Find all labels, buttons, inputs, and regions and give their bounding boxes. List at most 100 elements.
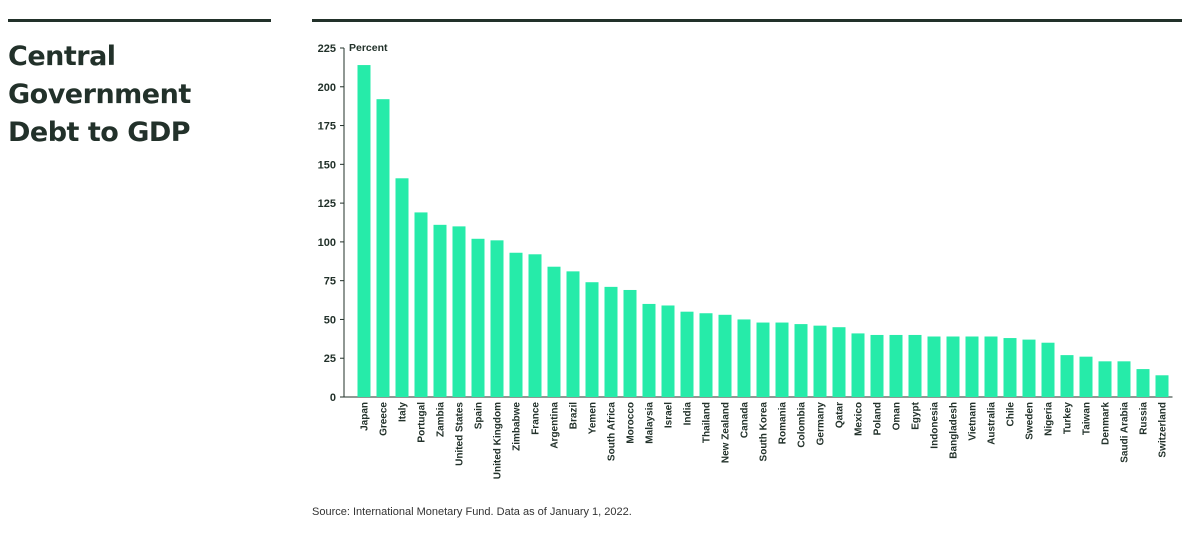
bar xyxy=(471,238,485,397)
bar xyxy=(490,240,504,397)
y-tick-label: 50 xyxy=(324,314,336,326)
bar xyxy=(1022,339,1036,397)
y-tick-label: 75 xyxy=(324,276,336,288)
y-tick-label: 0 xyxy=(330,392,336,404)
x-tick-label: Russia xyxy=(1139,402,1150,435)
bar xyxy=(813,325,827,397)
x-tick-label: Argentina xyxy=(550,402,561,449)
x-tick-label: Vietnam xyxy=(968,402,979,441)
bar xyxy=(376,99,390,397)
bar xyxy=(1098,361,1112,397)
bar xyxy=(718,314,732,397)
x-tick-label: Sweden xyxy=(1025,402,1036,440)
bar xyxy=(661,305,675,397)
bar xyxy=(965,336,979,397)
x-tick-label: Australia xyxy=(987,402,998,445)
x-tick-label: Brazil xyxy=(569,402,580,429)
x-tick-label: Israel xyxy=(664,402,675,428)
bar xyxy=(794,324,808,397)
x-tick-label: Thailand xyxy=(702,402,713,443)
y-tick-label: 200 xyxy=(318,82,336,94)
x-tick-label: United States xyxy=(455,402,466,466)
bar xyxy=(851,333,865,397)
x-tick-label: Turkey xyxy=(1063,402,1074,434)
y-tick-label: 175 xyxy=(318,121,336,133)
x-tick-label: Greece xyxy=(379,402,390,436)
bar xyxy=(528,254,542,397)
bar xyxy=(642,303,656,397)
x-tick-label: Malaysia xyxy=(645,402,656,444)
x-tick-label: Zambia xyxy=(436,402,447,437)
y-tick-label: 100 xyxy=(318,237,336,249)
bar xyxy=(1136,369,1150,397)
x-tick-label: Poland xyxy=(873,402,884,435)
bar xyxy=(832,327,846,397)
x-tick-label: Switzerland xyxy=(1158,402,1169,458)
source-note: Source: International Monetary Fund. Dat… xyxy=(312,506,632,518)
bar-chart: 0 25 50 75 100 125 150 175 200 225 Percent Japan Gre… xyxy=(318,42,1173,479)
x-tick-label: Zimbabwe xyxy=(512,402,523,451)
x-tick-label: Chile xyxy=(1006,402,1017,427)
left-rule xyxy=(8,19,271,22)
x-tick-label: France xyxy=(531,402,542,435)
x-tick-label: Colombia xyxy=(797,402,808,448)
bar xyxy=(927,336,941,397)
x-tick-label: Qatar xyxy=(835,402,846,428)
bar xyxy=(737,319,751,397)
x-tick-label: Nigeria xyxy=(1044,402,1055,436)
bar xyxy=(1079,356,1093,397)
bar xyxy=(433,224,447,397)
x-tick-label: Italy xyxy=(398,402,409,422)
bar xyxy=(566,271,580,397)
y-tick-label: 225 xyxy=(318,43,336,55)
x-tick-label: Indonesia xyxy=(930,402,941,449)
y-tick-label: 150 xyxy=(318,159,336,171)
right-rule xyxy=(312,19,1182,22)
x-tick-label: Saudi Arabia xyxy=(1120,402,1131,463)
x-tick-label: Japan xyxy=(360,402,371,431)
bar xyxy=(775,322,789,397)
bar xyxy=(680,311,694,397)
bar xyxy=(623,289,637,397)
y-tick-label: 125 xyxy=(318,198,336,210)
x-tick-label: Portugal xyxy=(417,402,428,443)
x-tick-label: Morocco xyxy=(626,402,637,444)
bar xyxy=(946,336,960,397)
x-tick-label: New Zealand xyxy=(721,402,732,463)
bar xyxy=(1060,355,1074,397)
bar xyxy=(908,334,922,397)
x-tick-label: Bangladesh xyxy=(949,402,960,459)
bar xyxy=(889,334,903,397)
x-tick-label: South Korea xyxy=(759,402,770,462)
bar xyxy=(870,334,884,397)
bar xyxy=(414,212,428,397)
x-tick-label: Canada xyxy=(740,402,751,439)
y-axis-label: Percent xyxy=(349,42,388,54)
x-tick-label: South Africa xyxy=(607,402,618,462)
x-tick-label: Denmark xyxy=(1101,402,1112,445)
page-title: Central Government Debt to GDP xyxy=(8,41,191,148)
x-tick-label: Germany xyxy=(816,402,827,446)
bar xyxy=(1155,375,1169,397)
x-tick-label: Taiwan xyxy=(1082,402,1093,435)
x-tick-label: Spain xyxy=(474,402,485,429)
y-tick-label: 25 xyxy=(324,353,336,365)
x-tick-label: Yemen xyxy=(588,402,599,434)
bar xyxy=(604,286,618,397)
bar xyxy=(756,322,770,397)
bar xyxy=(585,282,599,397)
bar xyxy=(452,226,466,397)
x-tick-label: Oman xyxy=(892,402,903,430)
bar xyxy=(699,313,713,397)
bar xyxy=(357,65,371,397)
bar xyxy=(1041,342,1055,397)
x-tick-label: Mexico xyxy=(854,402,865,436)
x-tick-label: India xyxy=(683,402,694,426)
x-tick-label: Romania xyxy=(778,402,789,445)
bar xyxy=(1003,338,1017,397)
x-tick-label: Egypt xyxy=(911,401,922,429)
bar xyxy=(984,336,998,397)
bar xyxy=(547,266,561,397)
bar xyxy=(509,252,523,397)
x-tick-label: United Kingdom xyxy=(493,402,504,479)
